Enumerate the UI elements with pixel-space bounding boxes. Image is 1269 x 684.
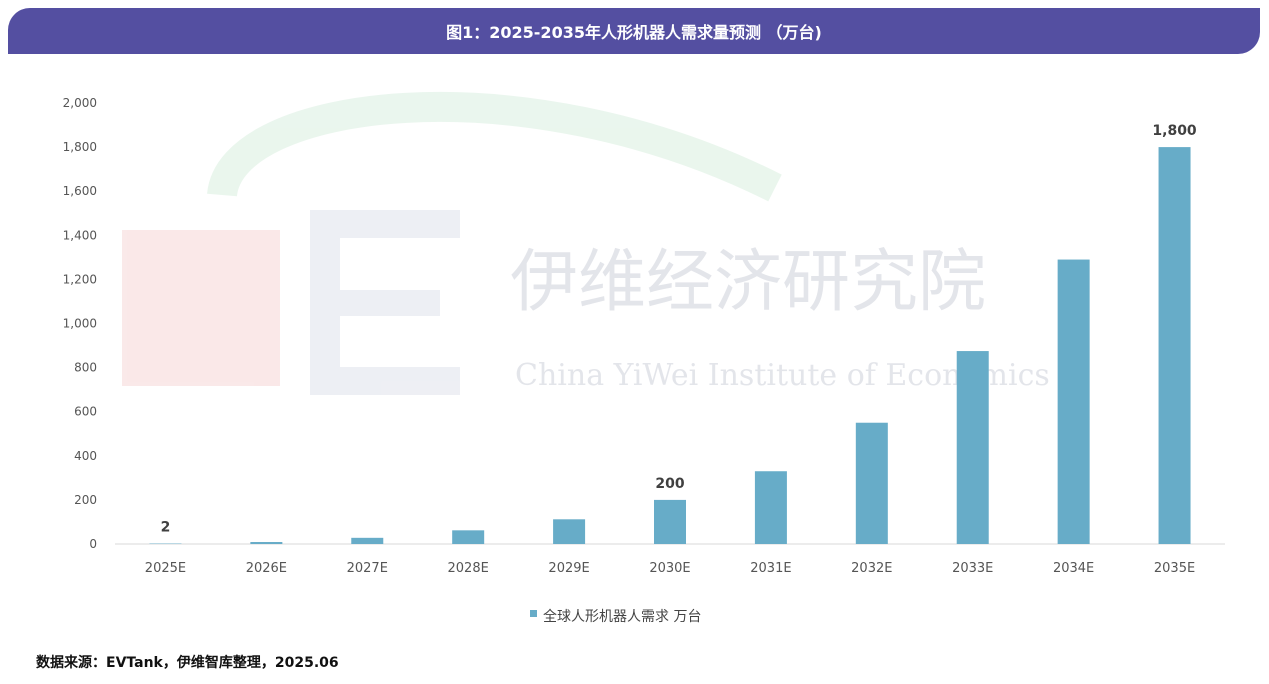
x-tick-label: 2033E	[952, 561, 993, 576]
source-note: 数据来源：EVTank，伊维智库整理，2025.06	[36, 655, 339, 671]
bar-chart: 伊维经济研究院 China YiWei Institute of Economi…	[63, 92, 1225, 625]
watermark-logo-ev-shape	[310, 210, 460, 395]
watermark-arc	[207, 92, 782, 202]
bar	[1057, 259, 1090, 544]
y-tick-label: 0	[89, 537, 97, 551]
y-tick-label: 1,800	[63, 140, 97, 154]
watermark-logo	[122, 230, 280, 386]
bar	[452, 530, 485, 544]
y-tick-label: 1,000	[63, 317, 97, 331]
data-label: 200	[655, 476, 684, 492]
chart-title-banner: 图1：2025-2035年人形机器人需求量预测 （万台)	[8, 8, 1260, 54]
y-tick-label: 2,000	[63, 96, 97, 110]
x-tick-label: 2026E	[246, 561, 287, 576]
x-tick-label: 2027E	[347, 561, 388, 576]
x-tick-label: 2034E	[1053, 561, 1094, 576]
bar	[754, 471, 787, 544]
x-tick-label: 2035E	[1154, 561, 1195, 576]
y-tick-label: 800	[74, 361, 97, 375]
bar	[855, 422, 888, 544]
bar	[351, 537, 384, 544]
y-tick-label: 1,200	[63, 272, 97, 286]
legend-swatch	[530, 610, 537, 617]
watermark-text-cn: 伊维经济研究院	[510, 243, 986, 322]
data-label: 1,800	[1152, 123, 1197, 139]
chart-title: 图1：2025-2035年人形机器人需求量预测 （万台)	[446, 23, 822, 42]
y-tick-label: 1,400	[63, 228, 97, 242]
bar	[1158, 147, 1191, 544]
bar	[250, 542, 283, 544]
y-tick-label: 1,600	[63, 184, 97, 198]
data-label: 2	[161, 520, 171, 536]
y-tick-label: 200	[74, 493, 97, 507]
legend-label[interactable]: 全球人形机器人需求 万台	[543, 608, 701, 625]
bar	[956, 351, 989, 544]
y-tick-label: 400	[74, 449, 97, 463]
x-tick-label: 2031E	[750, 561, 791, 576]
x-tick-label: 2025E	[145, 561, 186, 576]
x-tick-label: 2032E	[851, 561, 892, 576]
x-tick-label: 2029E	[548, 561, 589, 576]
watermark: 伊维经济研究院 China YiWei Institute of Economi…	[122, 92, 1050, 395]
y-tick-label: 600	[74, 405, 97, 419]
bar	[654, 499, 686, 544]
x-tick-label: 2030E	[649, 561, 690, 576]
bar	[553, 519, 586, 544]
x-tick-label: 2028E	[448, 561, 489, 576]
